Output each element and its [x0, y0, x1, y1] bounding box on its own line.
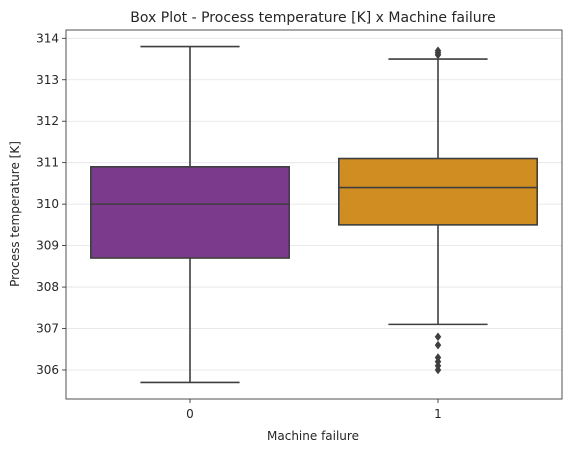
y-axis-ticks: 306 307 308 309 310 311 312 313 314	[36, 31, 66, 377]
chart-title: Box Plot - Process temperature [K] x Mac…	[130, 10, 495, 26]
box-1	[337, 46, 538, 375]
y-tick-label: 310	[36, 197, 59, 211]
box-0	[90, 45, 290, 384]
y-axis-label: Process temperature [K]	[8, 141, 22, 287]
x-tick-label: 1	[434, 407, 442, 421]
outlier-point	[434, 340, 442, 350]
y-tick-label: 308	[36, 280, 59, 294]
outlier-point	[434, 46, 442, 56]
plot-frame	[65, 29, 563, 400]
y-tick-label: 309	[36, 239, 59, 253]
y-tick-label: 307	[36, 322, 59, 336]
y-tick-label: 314	[36, 31, 59, 45]
y-tick-label: 312	[36, 114, 59, 128]
x-axis-label: Machine failure	[267, 429, 359, 443]
y-tick-label: 306	[36, 363, 59, 377]
y-tick-label: 311	[36, 156, 59, 170]
outlier-point	[434, 332, 442, 342]
y-tick-label: 313	[36, 73, 59, 87]
iqr-box	[90, 166, 290, 259]
outlier-point	[434, 353, 442, 362]
iqr-box	[337, 157, 538, 226]
box-series	[90, 45, 538, 384]
x-tick-label: 0	[186, 407, 194, 421]
